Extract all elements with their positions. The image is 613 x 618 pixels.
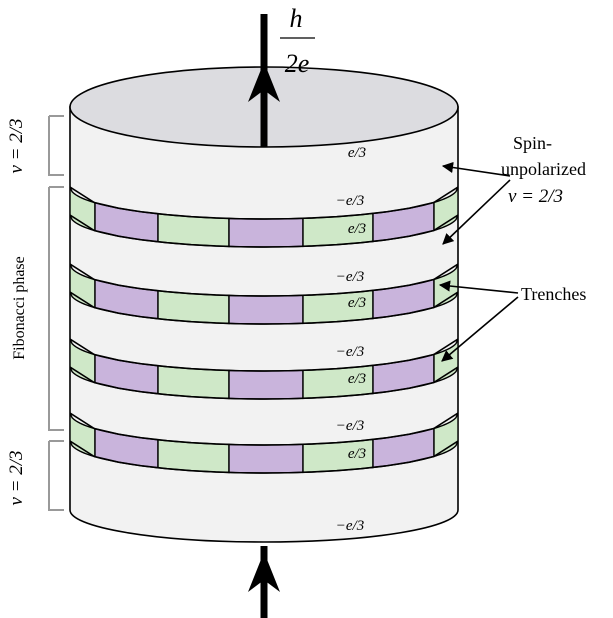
bracket-top-filling [48, 115, 64, 176]
trench-segment [228, 443, 304, 474]
charge-label: −e/3 [336, 269, 364, 285]
arrow-trenches-to-band2 [438, 280, 519, 294]
bracket-bottom-filling [48, 440, 64, 511]
charge-label: e/3 [348, 371, 366, 387]
charge-label: e/3 [348, 295, 366, 311]
arrow-spin-to-top-region [441, 161, 511, 177]
charge-labels: e/3 −e/3 e/3 −e/3 e/3 −e/3 e/3 −e/3 e/3 −e/3 [336, 145, 366, 534]
flux-arrowhead-top [248, 62, 280, 102]
trench-edge-top [70, 338, 458, 372]
trench-edge-bottom [70, 214, 458, 248]
charge-label: e/3 [348, 221, 366, 237]
arrow-trenches-to-band3 [441, 296, 519, 362]
trench-edge-bottom [70, 366, 458, 400]
annotation-spin-line2: unpolarized [501, 159, 586, 179]
annotation-spin-line3: ν = 2/3 [508, 186, 563, 207]
arrow-spin-to-middle-region [442, 179, 511, 245]
charge-label: −e/3 [336, 193, 364, 209]
charge-label: e/3 [348, 145, 366, 161]
flux-arrowhead-bottom [248, 552, 280, 592]
trench-edge-bottom [70, 291, 458, 325]
label-fibonacci-phase: Fibonacci phase [11, 256, 28, 360]
flux-denominator: 2e [285, 49, 310, 78]
trench-bands [70, 186, 458, 474]
trench-segment [228, 369, 304, 400]
label-bottom-filling: ν = 2/3 [6, 450, 27, 505]
trench-edge-top [70, 186, 458, 220]
trench-segment [228, 217, 304, 248]
trench-edge-top [70, 412, 458, 446]
trench-edge-bottom [70, 440, 458, 474]
trench-segment [228, 294, 304, 325]
charge-label: e/3 [348, 446, 366, 462]
label-top-filling: ν = 2/3 [6, 118, 27, 173]
flux-numerator: h [290, 4, 303, 33]
charge-label: −e/3 [336, 418, 364, 434]
annotation-spin-line1: Spin- [513, 133, 552, 153]
annotation-trenches: Trenches [521, 284, 586, 304]
charge-label: −e/3 [336, 344, 364, 360]
charge-label: −e/3 [336, 518, 364, 534]
bracket-fibonacci [48, 186, 64, 431]
trench-edge-top [70, 263, 458, 297]
